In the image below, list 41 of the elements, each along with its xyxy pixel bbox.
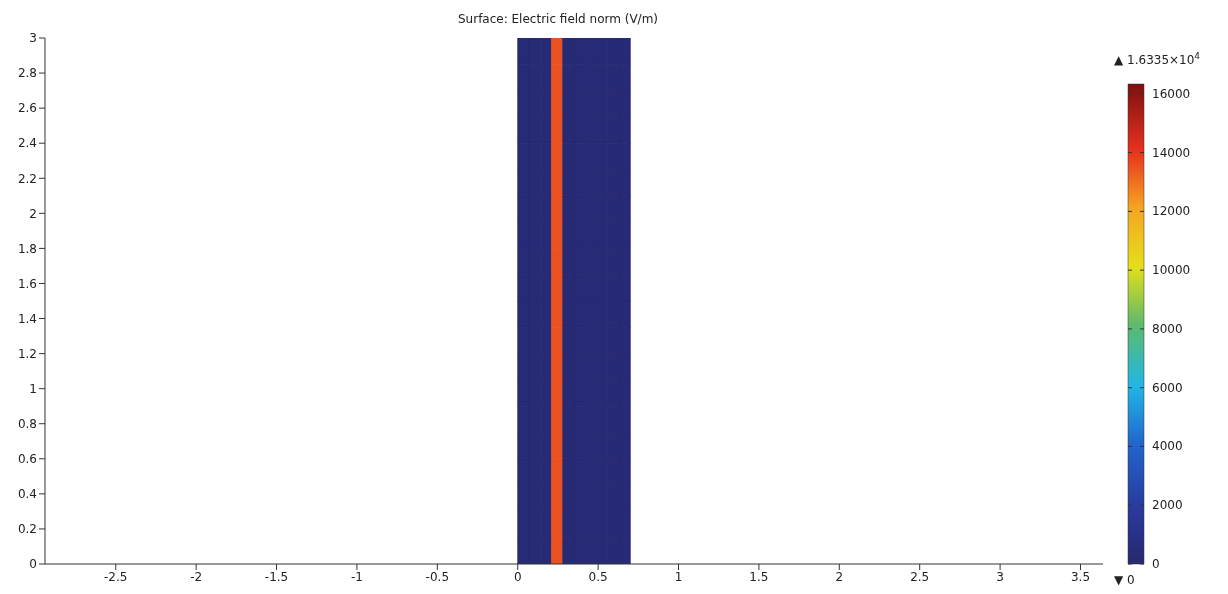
y-tick-label: 1.4 <box>17 311 37 326</box>
y-tick-label: 2.2 <box>17 171 37 186</box>
x-tick-label: -1 <box>350 569 363 584</box>
y-tick-label: 0.2 <box>17 522 37 537</box>
y-tick-label: 1.8 <box>17 241 37 256</box>
x-tick-label: -2 <box>190 569 203 584</box>
x-tick-label: -2.5 <box>104 569 128 584</box>
y-tick-label: 2.8 <box>17 66 37 81</box>
color-bar-label: 0 <box>1152 557 1160 571</box>
color-bar-label: 8000 <box>1152 321 1183 336</box>
x-tick-label: 3 <box>996 569 1004 584</box>
y-tick-label: 2 <box>29 206 37 221</box>
y-tick-label: 1 <box>29 381 37 396</box>
text: ▼ 0 <box>1114 573 1135 587</box>
y-tick-label: 0.4 <box>17 487 37 502</box>
x-tick-label: 2 <box>835 569 844 584</box>
x-tick-label: 3.5 <box>1070 569 1091 584</box>
color-bar-label: 14000 <box>1152 145 1191 160</box>
x-tick-label: 1.5 <box>749 569 769 584</box>
x-tick-label: -1.5 <box>264 569 289 584</box>
y-tick-label: 0.8 <box>17 416 37 431</box>
chart-title: Surface: Electric field norm (V/m) <box>456 12 659 26</box>
x-tick-label: 2.5 <box>910 569 930 584</box>
x-tick-label: 0.5 <box>588 569 608 584</box>
y-tick-label: 3 <box>29 31 37 46</box>
text: ▲ 1.6335×10$^{4}$ <box>1114 51 1201 67</box>
color-bar-label: 10000 <box>1152 263 1191 278</box>
color-bar-label: 6000 <box>1152 380 1183 395</box>
y-tick-label: 0 <box>29 557 37 572</box>
color-bar-label: 2000 <box>1152 498 1183 513</box>
color-bar-label: 16000 <box>1152 86 1191 101</box>
y-tick-label: 0.6 <box>17 452 37 467</box>
x-tick-label: -0.5 <box>425 569 450 584</box>
y-tick-label: 2.6 <box>17 101 37 116</box>
y-tick-label: 1.2 <box>17 346 37 361</box>
x-tick-label: 0 <box>513 569 522 584</box>
y-tick-label: 1.6 <box>17 276 37 291</box>
x-tick-label: 1 <box>674 569 683 584</box>
color-bar-label: 4000 <box>1152 439 1183 454</box>
color-bar-label: 12000 <box>1152 204 1191 219</box>
y-tick-label: 2.4 <box>17 136 37 151</box>
